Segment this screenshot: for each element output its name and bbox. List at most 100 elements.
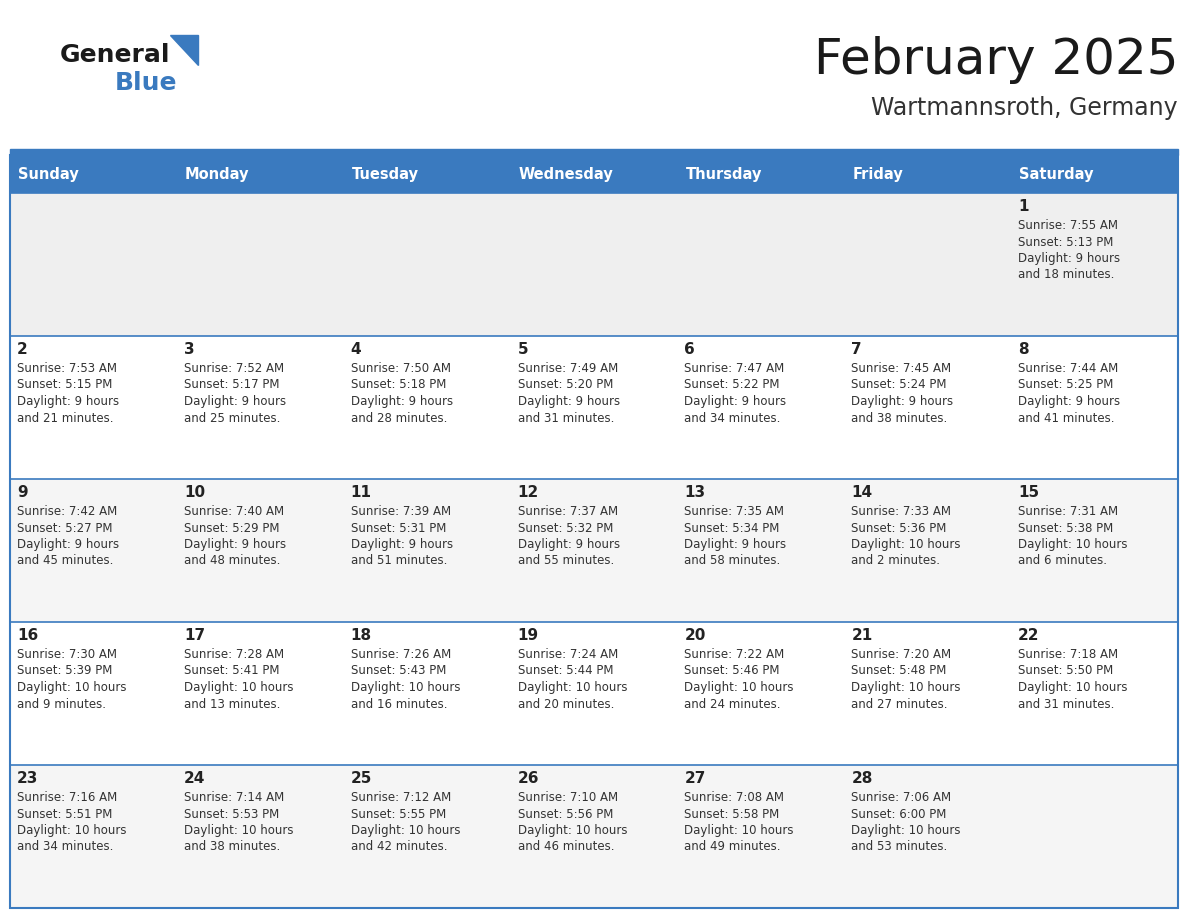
Text: Sunrise: 7:12 AM: Sunrise: 7:12 AM <box>350 791 451 804</box>
Text: Sunrise: 7:52 AM: Sunrise: 7:52 AM <box>184 362 284 375</box>
Bar <box>677 765 845 908</box>
Bar <box>10 155 177 193</box>
Text: and 53 minutes.: and 53 minutes. <box>852 841 948 854</box>
Text: Sunrise: 7:40 AM: Sunrise: 7:40 AM <box>184 505 284 518</box>
Text: Daylight: 10 hours: Daylight: 10 hours <box>852 681 961 694</box>
Text: and 41 minutes.: and 41 minutes. <box>1018 411 1114 424</box>
Text: and 34 minutes.: and 34 minutes. <box>684 411 781 424</box>
Text: Sunset: 5:25 PM: Sunset: 5:25 PM <box>1018 378 1113 391</box>
Text: and 34 minutes.: and 34 minutes. <box>17 841 113 854</box>
Text: 9: 9 <box>17 485 27 500</box>
Bar <box>1011 193 1178 336</box>
Text: Sunrise: 7:33 AM: Sunrise: 7:33 AM <box>852 505 952 518</box>
Text: 4: 4 <box>350 342 361 357</box>
Text: 27: 27 <box>684 771 706 786</box>
Text: and 24 minutes.: and 24 minutes. <box>684 698 781 711</box>
Text: Daylight: 10 hours: Daylight: 10 hours <box>518 824 627 837</box>
Text: Daylight: 9 hours: Daylight: 9 hours <box>518 538 620 551</box>
Bar <box>177 193 343 336</box>
Text: Sunrise: 7:55 AM: Sunrise: 7:55 AM <box>1018 219 1118 232</box>
Bar <box>511 336 677 479</box>
Text: Sunset: 5:56 PM: Sunset: 5:56 PM <box>518 808 613 821</box>
Bar <box>343 193 511 336</box>
Text: Sunset: 5:58 PM: Sunset: 5:58 PM <box>684 808 779 821</box>
Text: Sunset: 5:44 PM: Sunset: 5:44 PM <box>518 665 613 677</box>
Text: 6: 6 <box>684 342 695 357</box>
Text: and 58 minutes.: and 58 minutes. <box>684 554 781 567</box>
Text: 25: 25 <box>350 771 372 786</box>
Text: Sunrise: 7:16 AM: Sunrise: 7:16 AM <box>17 791 118 804</box>
Text: 15: 15 <box>1018 485 1040 500</box>
Bar <box>677 479 845 622</box>
Text: Sunset: 5:53 PM: Sunset: 5:53 PM <box>184 808 279 821</box>
Bar <box>343 765 511 908</box>
Bar <box>511 622 677 765</box>
Bar <box>10 155 1178 908</box>
Text: and 20 minutes.: and 20 minutes. <box>518 698 614 711</box>
Text: and 9 minutes.: and 9 minutes. <box>17 698 106 711</box>
Bar <box>177 336 343 479</box>
Text: 21: 21 <box>852 628 872 643</box>
Text: and 46 minutes.: and 46 minutes. <box>518 841 614 854</box>
Text: Blue: Blue <box>115 71 177 95</box>
Text: Sunset: 5:22 PM: Sunset: 5:22 PM <box>684 378 781 391</box>
Bar <box>677 622 845 765</box>
Text: 19: 19 <box>518 628 538 643</box>
Text: Sunrise: 7:18 AM: Sunrise: 7:18 AM <box>1018 648 1118 661</box>
Text: 20: 20 <box>684 628 706 643</box>
Text: 23: 23 <box>17 771 38 786</box>
Bar <box>1011 765 1178 908</box>
Text: 1: 1 <box>1018 199 1029 214</box>
Text: Sunset: 5:24 PM: Sunset: 5:24 PM <box>852 378 947 391</box>
Text: Sunset: 5:13 PM: Sunset: 5:13 PM <box>1018 236 1113 249</box>
Text: Sunrise: 7:30 AM: Sunrise: 7:30 AM <box>17 648 116 661</box>
Text: Saturday: Saturday <box>1019 166 1094 182</box>
Text: Sunrise: 7:24 AM: Sunrise: 7:24 AM <box>518 648 618 661</box>
Text: Daylight: 10 hours: Daylight: 10 hours <box>518 681 627 694</box>
Bar <box>845 622 1011 765</box>
Bar <box>343 155 511 193</box>
Text: 12: 12 <box>518 485 539 500</box>
Text: Sunrise: 7:26 AM: Sunrise: 7:26 AM <box>350 648 451 661</box>
Text: Daylight: 9 hours: Daylight: 9 hours <box>1018 395 1120 408</box>
Bar <box>511 155 677 193</box>
Text: 28: 28 <box>852 771 873 786</box>
Text: Sunset: 5:34 PM: Sunset: 5:34 PM <box>684 521 779 534</box>
Text: Sunset: 5:48 PM: Sunset: 5:48 PM <box>852 665 947 677</box>
Text: Daylight: 10 hours: Daylight: 10 hours <box>184 681 293 694</box>
Bar <box>1011 479 1178 622</box>
Bar <box>10 193 177 336</box>
Text: Sunrise: 7:42 AM: Sunrise: 7:42 AM <box>17 505 118 518</box>
Text: Sunrise: 7:22 AM: Sunrise: 7:22 AM <box>684 648 785 661</box>
Text: Sunset: 5:32 PM: Sunset: 5:32 PM <box>518 521 613 534</box>
Bar <box>343 479 511 622</box>
Text: Sunrise: 7:50 AM: Sunrise: 7:50 AM <box>350 362 450 375</box>
Text: Sunset: 5:43 PM: Sunset: 5:43 PM <box>350 665 446 677</box>
Text: Daylight: 9 hours: Daylight: 9 hours <box>17 538 119 551</box>
Text: Daylight: 9 hours: Daylight: 9 hours <box>17 395 119 408</box>
Bar <box>343 336 511 479</box>
Text: 8: 8 <box>1018 342 1029 357</box>
Text: 3: 3 <box>184 342 195 357</box>
Text: and 45 minutes.: and 45 minutes. <box>17 554 113 567</box>
Text: Sunrise: 7:06 AM: Sunrise: 7:06 AM <box>852 791 952 804</box>
Text: Daylight: 10 hours: Daylight: 10 hours <box>852 538 961 551</box>
Text: 18: 18 <box>350 628 372 643</box>
Text: Wartmannsroth, Germany: Wartmannsroth, Germany <box>871 96 1178 120</box>
Text: and 18 minutes.: and 18 minutes. <box>1018 268 1114 282</box>
Text: Friday: Friday <box>852 166 903 182</box>
Text: Sunset: 5:31 PM: Sunset: 5:31 PM <box>350 521 446 534</box>
Text: Sunset: 5:29 PM: Sunset: 5:29 PM <box>184 521 279 534</box>
Text: and 25 minutes.: and 25 minutes. <box>184 411 280 424</box>
Text: Sunrise: 7:47 AM: Sunrise: 7:47 AM <box>684 362 785 375</box>
Text: Sunrise: 7:31 AM: Sunrise: 7:31 AM <box>1018 505 1118 518</box>
Bar <box>677 193 845 336</box>
Text: and 21 minutes.: and 21 minutes. <box>17 411 114 424</box>
Text: and 38 minutes.: and 38 minutes. <box>184 841 280 854</box>
Text: and 51 minutes.: and 51 minutes. <box>350 554 447 567</box>
Text: 17: 17 <box>184 628 206 643</box>
Text: Sunset: 5:15 PM: Sunset: 5:15 PM <box>17 378 113 391</box>
Text: Daylight: 10 hours: Daylight: 10 hours <box>17 681 126 694</box>
Text: Daylight: 10 hours: Daylight: 10 hours <box>17 824 126 837</box>
Text: Sunrise: 7:08 AM: Sunrise: 7:08 AM <box>684 791 784 804</box>
